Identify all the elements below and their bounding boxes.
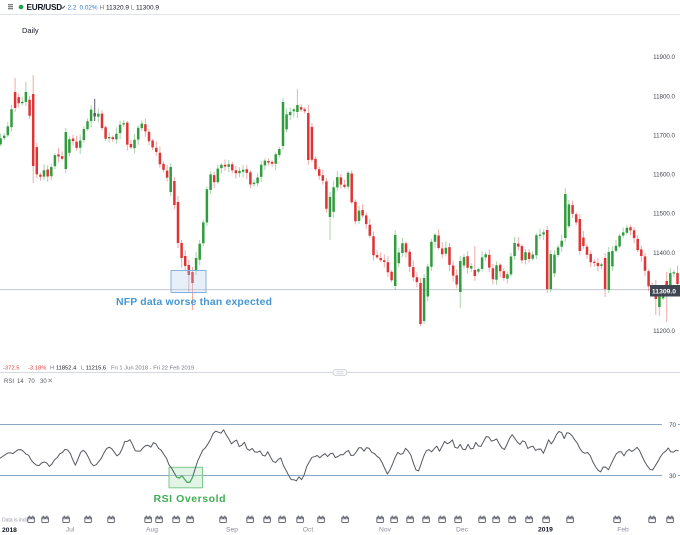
svg-text:Aug: Aug — [146, 527, 158, 534]
svg-text:30: 30 — [669, 473, 676, 480]
svg-text:L 11215.6: L 11215.6 — [81, 366, 106, 372]
svg-text:11800.0: 11800.0 — [653, 93, 675, 100]
svg-text:11700.0: 11700.0 — [653, 132, 675, 139]
svg-text:-372.5: -372.5 — [3, 366, 19, 372]
svg-text:EUR/USD: EUR/USD — [27, 3, 63, 12]
svg-text:RSI: RSI — [4, 379, 14, 385]
svg-text:Feb: Feb — [617, 527, 629, 534]
svg-text:30: 30 — [40, 379, 47, 385]
svg-text:11600.0: 11600.0 — [653, 172, 675, 179]
svg-text:Fri 1 Jun 2018 - Fri 22 Feb 20: Fri 1 Jun 2018 - Fri 22 Feb 2019 — [111, 366, 194, 372]
svg-text:Jul: Jul — [66, 527, 75, 534]
svg-text:11309.0: 11309.0 — [652, 289, 676, 296]
svg-text:70: 70 — [669, 422, 676, 429]
svg-text:11900.0: 11900.0 — [653, 54, 675, 61]
svg-text:11500.0: 11500.0 — [653, 211, 675, 218]
svg-text:0.02%: 0.02% — [80, 5, 98, 12]
svg-text:NFP data worse than expected: NFP data worse than expected — [116, 297, 272, 308]
svg-text:11400.0: 11400.0 — [653, 250, 675, 257]
svg-text:RSI Oversold: RSI Oversold — [154, 493, 227, 505]
svg-text:H 11852.4: H 11852.4 — [50, 366, 77, 372]
svg-text:Data is indic: Data is indic — [2, 518, 30, 524]
svg-text:Daily: Daily — [22, 26, 39, 35]
svg-text:Sep: Sep — [226, 527, 238, 534]
svg-text:11200.0: 11200.0 — [653, 328, 675, 335]
svg-text:14: 14 — [17, 379, 24, 385]
svg-text:Nov: Nov — [379, 527, 392, 534]
svg-text:H 11320.9 L 11300.9: H 11320.9 L 11300.9 — [100, 5, 160, 12]
svg-text:Oct: Oct — [303, 527, 314, 534]
svg-text:2019: 2019 — [538, 527, 553, 534]
svg-text:-3.18%: -3.18% — [28, 366, 46, 372]
svg-text:2018: 2018 — [2, 527, 17, 534]
svg-text:70: 70 — [28, 379, 35, 385]
svg-text:2.2: 2.2 — [68, 5, 77, 12]
svg-text:Dec: Dec — [456, 527, 469, 534]
